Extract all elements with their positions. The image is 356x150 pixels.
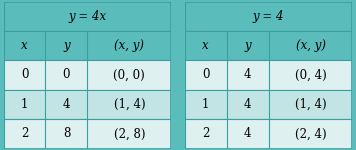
Text: 4: 4 [63,98,70,111]
Bar [185,2,352,31]
Text: (x, y): (x, y) [295,39,325,52]
Text: 8: 8 [63,127,70,140]
Bar [4,31,171,60]
Text: 0: 0 [63,69,70,81]
Bar [4,90,171,119]
Text: 4: 4 [244,98,251,111]
Text: 1: 1 [202,98,209,111]
Text: 2: 2 [202,127,209,140]
Text: (2, 8): (2, 8) [114,127,145,140]
Text: (x, y): (x, y) [114,39,145,52]
Bar [185,119,352,148]
Text: (1, 4): (1, 4) [295,98,326,111]
Bar [185,31,352,60]
Bar [185,90,352,119]
Text: 4: 4 [244,127,251,140]
Text: (1, 4): (1, 4) [114,98,145,111]
Text: (0, 4): (0, 4) [295,69,326,81]
Text: x: x [202,39,209,52]
Bar [4,119,171,148]
Text: x: x [21,39,28,52]
Text: y: y [63,39,70,52]
Text: 4: 4 [244,69,251,81]
Text: 0: 0 [21,69,28,81]
Text: 0: 0 [202,69,209,81]
Text: (0, 0): (0, 0) [114,69,145,81]
Text: 2: 2 [21,127,28,140]
Text: y: y [244,39,251,52]
Text: y = 4: y = 4 [253,10,284,23]
Bar [185,60,352,90]
Text: (2, 4): (2, 4) [295,127,326,140]
Bar [4,2,171,31]
Bar [4,60,171,90]
Text: y = 4x: y = 4x [68,10,106,23]
Text: 1: 1 [21,98,28,111]
